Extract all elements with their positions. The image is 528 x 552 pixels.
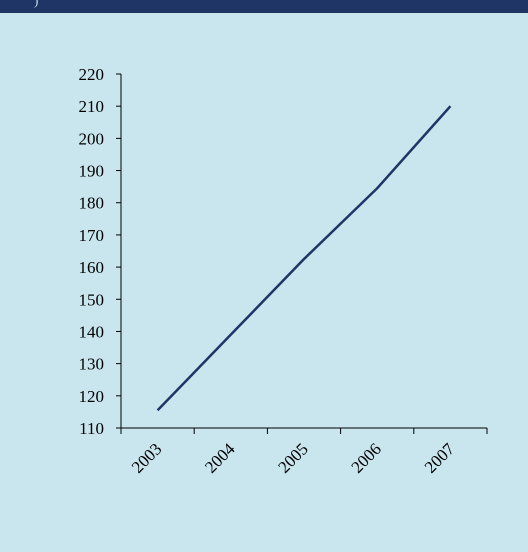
x-tick-label: 2007 bbox=[421, 439, 459, 477]
series-group bbox=[156, 105, 452, 412]
y-tick-label: 200 bbox=[79, 129, 105, 148]
x-tick-label: 2006 bbox=[348, 439, 385, 476]
x-tick-label: 2004 bbox=[201, 439, 239, 477]
x-axis-ticks: 2003 2004 2005 2006 2007 bbox=[120, 428, 488, 477]
y-tick-label: 150 bbox=[79, 290, 105, 309]
y-tick-label: 160 bbox=[79, 258, 105, 277]
y-tick-label: 180 bbox=[79, 194, 105, 213]
series-line bbox=[156, 105, 452, 412]
y-tick-label: 210 bbox=[79, 97, 105, 116]
y-axis-ticks: 110 120 130 140 150 160 170 180 190 200 210 220 bbox=[79, 65, 121, 438]
header-fragment-text: ) bbox=[34, 0, 39, 8]
y-tick-label: 130 bbox=[79, 355, 105, 374]
x-tick-label: 2005 bbox=[274, 439, 311, 476]
y-tick-label: 140 bbox=[79, 322, 105, 341]
y-tick-label: 120 bbox=[79, 387, 105, 406]
y-tick-label: 190 bbox=[79, 162, 105, 181]
header-strip: ) bbox=[0, 0, 528, 13]
y-tick-label: 110 bbox=[79, 419, 104, 438]
x-tick-label: 2003 bbox=[128, 439, 165, 476]
y-tick-label: 220 bbox=[79, 65, 105, 84]
y-tick-label: 170 bbox=[79, 226, 105, 245]
